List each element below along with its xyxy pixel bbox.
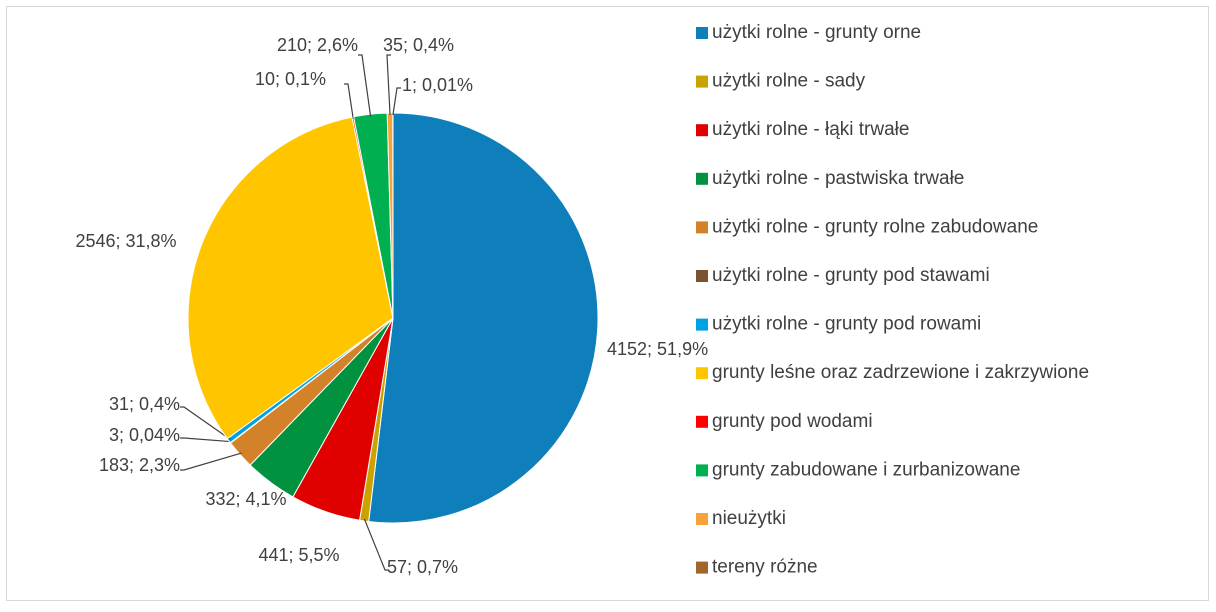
legend-label: użytki rolne - grunty pod stawami bbox=[712, 265, 990, 286]
legend-label: grunty zabudowane i zurbanizowane bbox=[712, 459, 1020, 480]
data-label: 35; 0,4% bbox=[383, 35, 454, 55]
legend-swatch bbox=[696, 221, 708, 233]
legend-swatch bbox=[696, 562, 708, 574]
legend-swatch bbox=[696, 319, 708, 331]
data-label: 3; 0,04% bbox=[109, 425, 180, 445]
legend-swatch bbox=[696, 76, 708, 88]
legend-swatch bbox=[696, 270, 708, 282]
legend-label: grunty pod wodami bbox=[712, 411, 873, 432]
legend-label: użytki rolne - sady bbox=[712, 71, 866, 92]
legend-swatch bbox=[696, 27, 708, 39]
legend-swatch bbox=[696, 124, 708, 136]
chart-frame bbox=[7, 7, 1209, 601]
data-label: 210; 2,6% bbox=[277, 35, 358, 55]
legend-label: grunty leśne oraz zadrzewione i zakrzywi… bbox=[712, 362, 1089, 383]
data-label: 31; 0,4% bbox=[109, 394, 180, 414]
data-label: 4152; 51,9% bbox=[607, 339, 708, 359]
legend-swatch bbox=[696, 367, 708, 379]
data-label: 1; 0,01% bbox=[402, 75, 473, 95]
legend-label: użytki rolne - grunty rolne zabudowane bbox=[712, 216, 1038, 237]
legend-label: użytki rolne - łąki trwałe bbox=[712, 119, 909, 140]
legend-label: tereny różne bbox=[712, 557, 818, 578]
legend-swatch bbox=[696, 513, 708, 525]
data-label: 2546; 31,8% bbox=[75, 231, 176, 251]
data-label: 183; 2,3% bbox=[99, 455, 180, 475]
legend-swatch bbox=[696, 464, 708, 476]
legend-label: użytki rolne - pastwiska trwałe bbox=[712, 168, 964, 189]
legend-label: nieużytki bbox=[712, 508, 786, 529]
data-label: 57; 0,7% bbox=[387, 557, 458, 577]
data-label: 441; 5,5% bbox=[258, 545, 339, 565]
legend-swatch bbox=[696, 416, 708, 428]
legend-swatch bbox=[696, 173, 708, 185]
legend-label: użytki rolne - grunty orne bbox=[712, 22, 921, 43]
legend-label: użytki rolne - grunty pod rowami bbox=[712, 314, 981, 335]
data-label: 332; 4,1% bbox=[205, 489, 286, 509]
data-label: 10; 0,1% bbox=[255, 69, 326, 89]
